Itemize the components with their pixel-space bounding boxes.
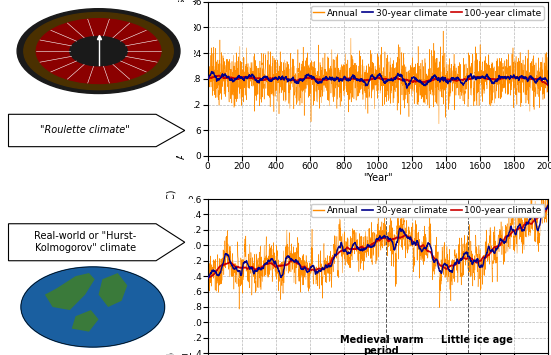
- Polygon shape: [8, 114, 185, 147]
- Polygon shape: [45, 273, 95, 310]
- Polygon shape: [8, 224, 185, 261]
- Text: "Roulette climate": "Roulette climate": [40, 125, 130, 136]
- Ellipse shape: [24, 12, 173, 89]
- Polygon shape: [99, 273, 127, 307]
- Legend: Annual, 30-year climate, 100-year climate: Annual, 30-year climate, 100-year climat…: [311, 204, 544, 217]
- Text: Little ice age: Little ice age: [441, 335, 512, 345]
- Text: Medieval warm
period: Medieval warm period: [339, 335, 423, 355]
- Y-axis label: Reconstructed temperature
(departure from 1960-90 mean, °C): Reconstructed temperature (departure fro…: [155, 190, 177, 355]
- Polygon shape: [72, 310, 99, 332]
- X-axis label: "Year": "Year": [363, 173, 393, 182]
- Ellipse shape: [17, 9, 180, 93]
- Ellipse shape: [21, 267, 165, 347]
- Ellipse shape: [36, 19, 161, 83]
- Ellipse shape: [70, 37, 127, 66]
- Legend: Annual, 30-year climate, 100-year climate: Annual, 30-year climate, 100-year climat…: [311, 6, 544, 20]
- Text: Real-world or "Hurst-
Kolmogorov" climate: Real-world or "Hurst- Kolmogorov" climat…: [34, 231, 136, 253]
- Y-axis label: Average of 12 roulette outcomes: Average of 12 roulette outcomes: [177, 0, 187, 159]
